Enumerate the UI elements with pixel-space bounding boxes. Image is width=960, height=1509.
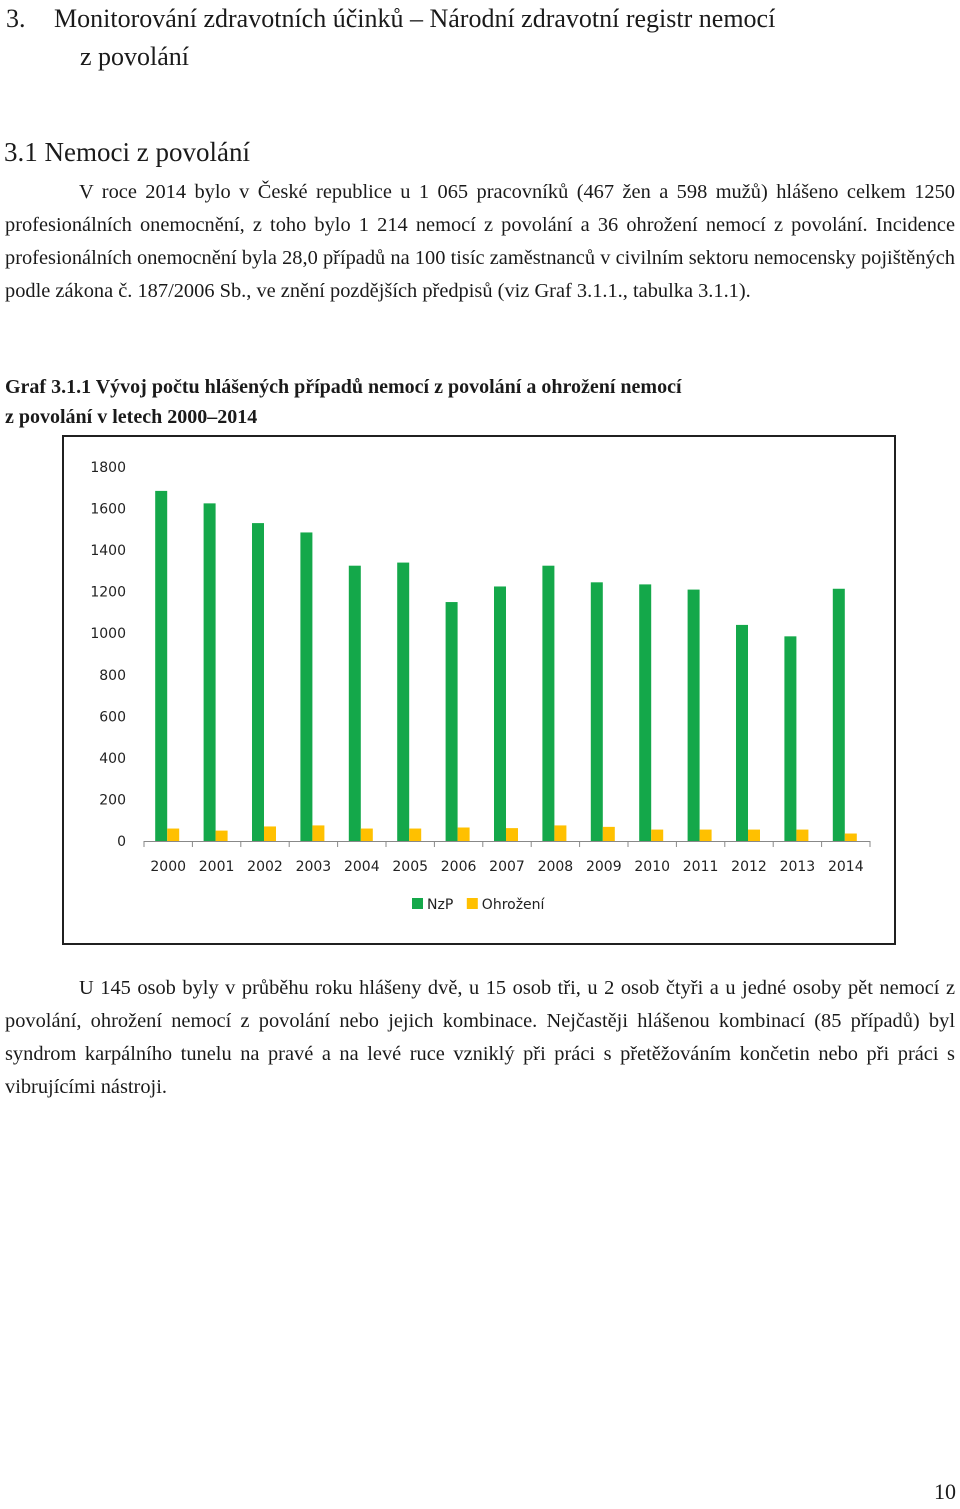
y-tick-label: 1800 xyxy=(90,460,126,476)
x-tick-label: 2010 xyxy=(634,859,670,875)
chart-svg: 0 200 400 600 800 1000 1200 1400 1600 1800 2000 200… xyxy=(90,460,871,913)
bar-nzp xyxy=(300,532,313,841)
y-tick-label: 1200 xyxy=(90,585,126,601)
bar-nzp xyxy=(736,624,748,841)
x-tick-label: 2012 xyxy=(731,859,767,875)
bar-ohrozeni xyxy=(699,829,712,841)
section-title-line2: z povolání xyxy=(80,42,190,71)
bar-ohrozeni xyxy=(651,829,664,841)
x-tick-label: 2008 xyxy=(538,859,574,875)
bar-ohrozeni xyxy=(457,827,470,841)
bar-ohrozeni xyxy=(409,828,422,841)
bar-ohrozeni xyxy=(312,825,325,841)
bar-nzp xyxy=(494,586,506,841)
bar-nzp xyxy=(542,565,555,841)
section-heading: 3. Monitorování zdravotních účinků – Náro… xyxy=(0,0,960,76)
y-tick-label: 600 xyxy=(99,709,126,725)
legend-label-ohrozeni: Ohrožení xyxy=(482,897,546,913)
x-tick-label: 2005 xyxy=(392,859,428,875)
section-title-line1: Monitorování zdravotních účinků – Národn… xyxy=(54,4,776,33)
x-tick-label: 2000 xyxy=(150,859,186,875)
legend-swatch-nzp xyxy=(412,898,423,909)
bar-ohrozeni xyxy=(844,833,857,841)
x-tick-label: 2001 xyxy=(199,859,235,875)
x-tick-label: 2007 xyxy=(489,859,525,875)
bar-nzp xyxy=(832,588,845,841)
y-tick-label: 400 xyxy=(99,751,126,767)
subsection-heading: 3.1 Nemoci z povolání xyxy=(4,137,250,167)
x-tick-label: 2009 xyxy=(586,859,622,875)
y-tick-label: 1400 xyxy=(90,543,126,559)
bar-chart: 0 200 400 600 800 1000 1200 1400 1600 1800 2000 200… xyxy=(62,435,896,945)
bar-nzp xyxy=(348,565,361,841)
bar-nzp xyxy=(252,523,264,841)
y-tick-label: 200 xyxy=(99,792,126,808)
bar-nzp xyxy=(203,503,216,841)
paragraph-combinations-text: U 145 osob byly v průběhu roku hlášeny d… xyxy=(5,977,955,1098)
bar-nzp xyxy=(784,636,797,841)
bar-nzp xyxy=(445,602,458,841)
bar-ohrozeni xyxy=(167,828,180,841)
bar-nzp xyxy=(639,584,652,841)
section-number: 3. xyxy=(6,4,26,33)
bar-ohrozeni xyxy=(602,826,615,841)
bar-nzp xyxy=(155,490,168,841)
x-tick-label: 2011 xyxy=(683,859,719,875)
paragraph-intro-text: V roce 2014 bylo v České republice u 1 0… xyxy=(5,181,955,302)
bar-nzp xyxy=(687,589,700,841)
x-tick-label: 2014 xyxy=(828,859,864,875)
y-tick-label: 1600 xyxy=(90,502,126,518)
paragraph-combinations: U 145 osob byly v průběhu roku hlášeny d… xyxy=(5,972,955,1104)
figure-caption-line1: Graf 3.1.1 Vývoj počtu hlášených případů… xyxy=(5,376,682,398)
legend-swatch-ohrozeni xyxy=(466,898,478,909)
x-tick-label: 2003 xyxy=(296,859,332,875)
y-tick-label: 1000 xyxy=(90,626,126,642)
legend-label-nzp: NzP xyxy=(427,897,453,913)
bar-nzp xyxy=(397,562,410,841)
x-tick-label: 2013 xyxy=(780,859,816,875)
bar-ohrozeni xyxy=(264,826,276,841)
bar-ohrozeni xyxy=(748,829,760,841)
bar-ohrozeni xyxy=(796,829,809,841)
paragraph-intro: V roce 2014 bylo v České republice u 1 0… xyxy=(5,176,955,308)
page-number: 10 xyxy=(934,1479,956,1504)
bar-ohrozeni xyxy=(215,830,228,841)
bar-ohrozeni xyxy=(554,825,567,841)
x-tick-label: 2006 xyxy=(441,859,477,875)
x-tick-label: 2004 xyxy=(344,859,380,875)
y-tick-label: 0 xyxy=(117,834,126,850)
bar-ohrozeni xyxy=(506,828,518,841)
figure-caption: Graf 3.1.1 Vývoj počtu hlášených případů… xyxy=(5,372,955,432)
bar-ohrozeni xyxy=(360,828,373,841)
y-tick-label: 800 xyxy=(99,668,126,684)
figure-caption-line2: z povolání v letech 2000–2014 xyxy=(5,406,258,428)
bar-nzp xyxy=(590,582,603,841)
x-tick-label: 2002 xyxy=(247,859,283,875)
